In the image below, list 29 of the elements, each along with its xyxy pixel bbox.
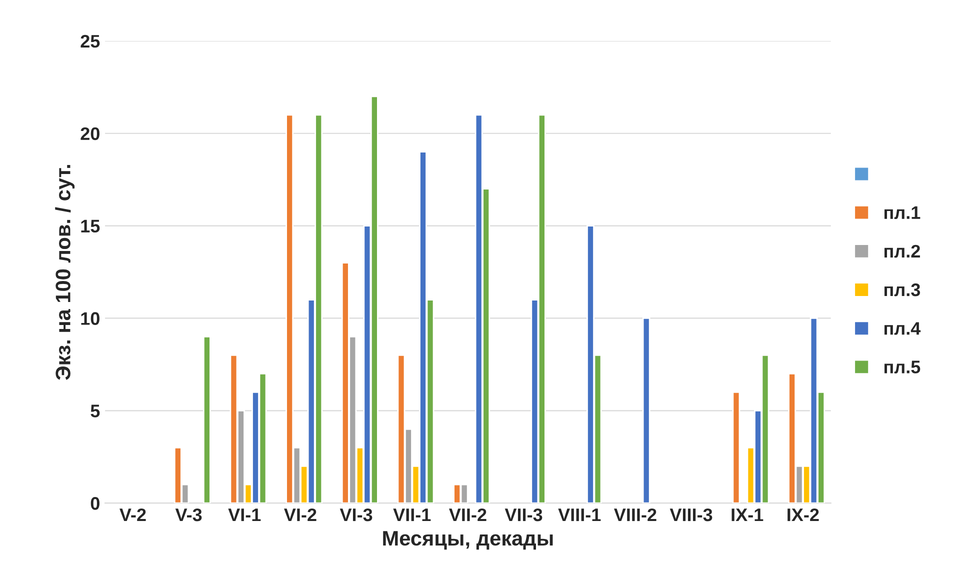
x-tick-label: VIII-3	[670, 508, 712, 522]
x-tick-label: IX-1	[732, 508, 764, 522]
y-tick-label: 5	[90, 404, 100, 418]
y-tick-label: 15	[81, 220, 100, 233]
legend-label: пл.3	[884, 283, 920, 296]
x-tick-label: V-3	[175, 508, 202, 522]
x-tick-label: VIII-1	[558, 508, 601, 522]
legend-label: пл.2	[884, 244, 920, 258]
x-tick-label: VI-1	[228, 508, 261, 522]
bar	[642, 318, 650, 504]
y-tick-label: 25	[80, 34, 100, 48]
x-tick-label: VII-3	[504, 508, 542, 522]
x-axis-title: Месяцы, декады	[383, 531, 553, 550]
x-tick-label: V-2	[120, 508, 146, 522]
legend-label: пл.4	[884, 322, 921, 335]
x-tick-label: VI-2	[284, 508, 316, 522]
y-axis-title: Экз. на 100 лов. / сут.	[55, 164, 75, 380]
x-tick-label: VII-1	[393, 508, 431, 522]
x-tick-label: VII-2	[449, 508, 486, 522]
y-tick-label: 0	[90, 497, 100, 510]
legend-label: пл.1	[884, 206, 920, 220]
x-tick-label: VI-3	[340, 508, 372, 522]
legend-label: пл.5	[884, 360, 920, 374]
y-tick-label: 10	[81, 312, 100, 325]
x-tick-label: VIII-2	[614, 508, 656, 522]
x-tick-label: IX-2	[788, 508, 819, 522]
y-tick-label: 20	[80, 127, 100, 140]
bar	[202, 336, 211, 504]
bar	[732, 391, 740, 504]
